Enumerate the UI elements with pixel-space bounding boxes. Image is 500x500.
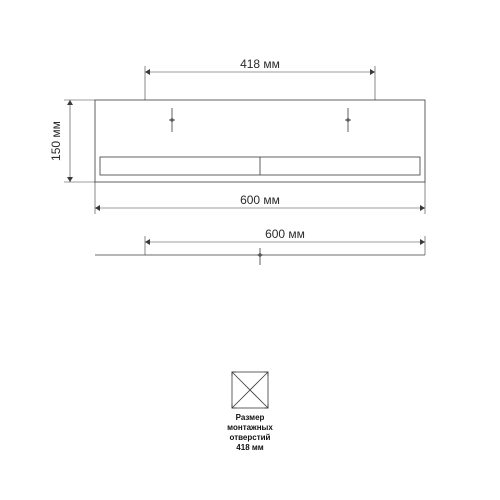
svg-text:600 мм: 600 мм	[240, 193, 280, 207]
mount-size-label-line: отверстий	[230, 433, 271, 442]
mount-size-label-line: монтажных	[227, 423, 273, 432]
svg-text:150 мм: 150 мм	[49, 121, 63, 161]
svg-text:418 мм: 418 мм	[240, 57, 280, 71]
mount-size-label-line: 418 мм	[236, 443, 263, 452]
svg-text:600 мм: 600 мм	[265, 227, 305, 241]
mount-size-label-line: Размер	[236, 413, 265, 422]
